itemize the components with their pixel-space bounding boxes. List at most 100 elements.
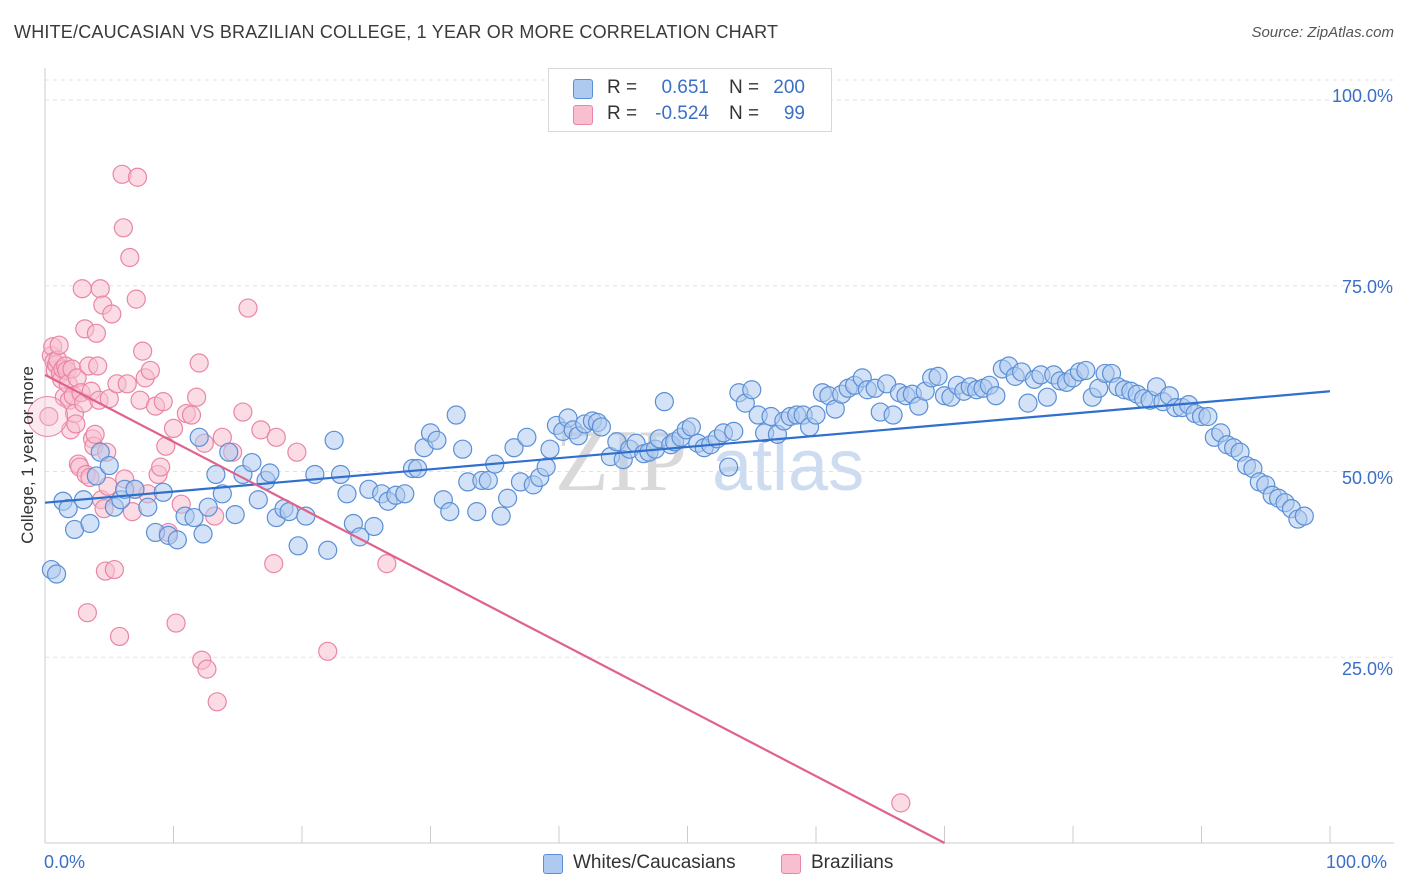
blue-swatch	[573, 79, 593, 99]
brazilian-point	[86, 323, 107, 343]
white-point	[324, 430, 344, 450]
white-point	[337, 484, 357, 504]
brazilian-point	[163, 418, 184, 439]
axes	[44, 68, 1394, 844]
y-tick-50: 50.0%	[1341, 468, 1393, 488]
white-point	[90, 442, 110, 462]
white-point	[288, 536, 308, 556]
white-point	[260, 463, 280, 483]
white-point	[364, 516, 384, 537]
brazilians-trend-line	[44, 373, 946, 844]
brazilian-point	[264, 554, 284, 574]
grid-lines	[45, 79, 1394, 658]
brazilian-point	[187, 387, 207, 407]
r-label: R =	[607, 77, 638, 98]
brazilian-point	[181, 405, 202, 425]
brazilian-point	[133, 341, 153, 361]
brazilian-point	[90, 279, 110, 299]
y-tick-100: 100.0%	[1331, 86, 1393, 106]
y-axis-label: College, 1 year or more	[18, 366, 37, 544]
brazilian-point	[266, 427, 286, 447]
white-point	[536, 457, 556, 477]
legend-label-brazilians: Brazilians	[811, 852, 894, 873]
white-point	[138, 497, 158, 517]
stats-legend: R = 0.651 N = 200 R = -0.524 N = 99	[548, 68, 832, 132]
white-point	[46, 564, 67, 584]
white-point	[742, 380, 762, 400]
brazilian-point	[109, 626, 130, 647]
white-point	[540, 439, 560, 459]
n-label: N =	[729, 77, 760, 98]
brazilian-point	[126, 289, 146, 309]
white-point	[318, 540, 338, 560]
white-point	[184, 507, 204, 528]
white-point	[427, 430, 447, 450]
whites-trend-line	[44, 390, 1331, 504]
n-value: 200	[773, 77, 805, 98]
brazilian-point	[140, 360, 160, 381]
brazilian-point	[151, 457, 171, 477]
brazilian-point	[39, 406, 59, 427]
white-point	[86, 466, 107, 486]
r-value: -0.524	[655, 103, 709, 124]
white-point	[225, 504, 245, 525]
brazilian-point	[104, 559, 124, 580]
trend-lines	[44, 373, 1331, 844]
whites-points	[41, 356, 1314, 584]
y-tick-75: 75.0%	[1341, 277, 1393, 297]
white-point	[1198, 406, 1218, 427]
white-point	[1018, 393, 1038, 413]
white-point	[206, 464, 226, 485]
brazilian-point	[238, 298, 258, 318]
pink-swatch	[781, 854, 801, 874]
white-point	[491, 506, 511, 526]
white-point	[467, 502, 487, 522]
white-point	[453, 439, 473, 459]
x-tick-100: 100.0%	[1326, 852, 1388, 872]
chart-title: WHITE/CAUCASIAN VS BRAZILIAN COLLEGE, 1 …	[14, 22, 779, 42]
brazilian-point	[189, 353, 209, 373]
n-value: 99	[783, 103, 805, 124]
brazilian-point	[72, 279, 92, 299]
brazilian-point	[197, 659, 217, 679]
white-point	[242, 452, 262, 473]
white-point	[395, 484, 415, 504]
white-point	[212, 484, 232, 504]
r-value: 0.651	[661, 77, 709, 98]
pink-swatch	[573, 105, 593, 125]
white-point	[504, 438, 524, 458]
white-point	[1076, 360, 1096, 381]
blue-swatch	[543, 854, 563, 874]
source-credit: Source: ZipAtlas.com	[1251, 24, 1394, 41]
legend-row-brazilians: R = -0.524 N = 99	[549, 101, 831, 127]
brazilian-point	[88, 356, 108, 376]
white-point	[883, 405, 903, 425]
brazilian-point	[251, 420, 271, 440]
brazilian-point	[287, 442, 307, 462]
white-point	[219, 442, 239, 462]
white-point	[654, 392, 674, 412]
white-point	[478, 470, 498, 491]
x-tick-0: 0.0%	[44, 852, 86, 872]
brazilian-point	[120, 247, 140, 268]
white-point	[248, 490, 268, 510]
white-point	[1294, 506, 1314, 526]
brazilian-point	[49, 335, 69, 355]
brazilian-point	[166, 613, 186, 633]
brazilian-point	[377, 554, 397, 574]
brazilian-point	[233, 402, 253, 422]
brazilian-point	[102, 304, 122, 324]
white-point	[330, 464, 351, 485]
white-point	[193, 524, 213, 544]
brazilian-point	[891, 793, 911, 813]
white-point	[591, 417, 612, 437]
white-point	[408, 458, 428, 479]
brazilian-point-large	[27, 396, 69, 438]
r-label: R =	[607, 103, 638, 124]
y-tick-25: 25.0%	[1341, 659, 1393, 679]
white-point	[1037, 387, 1057, 407]
white-point	[189, 427, 209, 447]
white-point	[446, 405, 466, 425]
white-point	[986, 386, 1006, 406]
